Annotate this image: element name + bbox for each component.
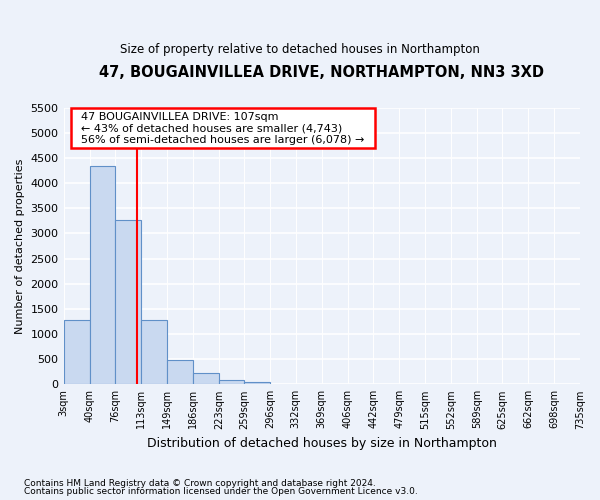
Title: 47, BOUGAINVILLEA DRIVE, NORTHAMPTON, NN3 3XD: 47, BOUGAINVILLEA DRIVE, NORTHAMPTON, NN… [99,65,544,80]
Y-axis label: Number of detached properties: Number of detached properties [15,158,25,334]
Text: Contains HM Land Registry data © Crown copyright and database right 2024.: Contains HM Land Registry data © Crown c… [24,478,376,488]
Text: Contains public sector information licensed under the Open Government Licence v3: Contains public sector information licen… [24,487,418,496]
Bar [141,320,167,384]
Bar [244,382,270,384]
Bar [64,320,89,384]
X-axis label: Distribution of detached houses by size in Northampton: Distribution of detached houses by size … [147,437,497,450]
Text: 47 BOUGAINVILLEA DRIVE: 107sqm
  ← 43% of detached houses are smaller (4,743)
  : 47 BOUGAINVILLEA DRIVE: 107sqm ← 43% of … [74,112,371,145]
Bar [219,380,244,384]
Text: Size of property relative to detached houses in Northampton: Size of property relative to detached ho… [120,42,480,56]
Bar [115,220,141,384]
Bar [193,374,219,384]
Bar [167,360,193,384]
Bar [89,166,115,384]
